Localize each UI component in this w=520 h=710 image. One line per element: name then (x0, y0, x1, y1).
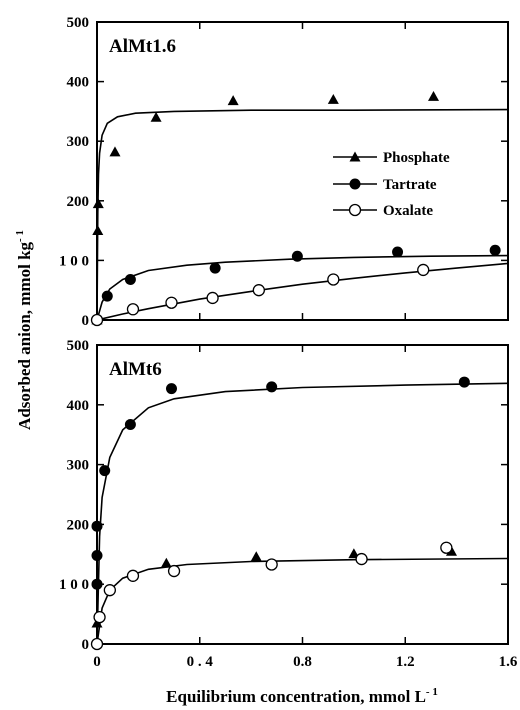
y-tick-label: 1 0 0 (59, 253, 89, 269)
point-oxalate (90, 637, 104, 651)
point-oxalate (206, 291, 219, 305)
fit-line-tartrate (97, 382, 508, 644)
point-tartrate (165, 383, 177, 395)
x-tick-label: 0.8 (293, 654, 312, 670)
y-tick-label: 0 (82, 637, 90, 653)
x-axis-label-exponent: - 1 (426, 686, 438, 698)
point-tartrate (209, 262, 221, 274)
x-tick-label: 0 . 4 (187, 654, 214, 670)
point-tartrate (124, 419, 136, 431)
point-tartrate (392, 246, 404, 258)
legend: Phosphate Tartrate Oxalate (333, 150, 450, 219)
point-oxalate (440, 541, 453, 554)
y-tick-label: 200 (67, 194, 90, 210)
point-phosphate (327, 93, 339, 104)
point-tartrate (124, 273, 136, 285)
panel-title-top: AlMt1.6 (109, 36, 176, 57)
point-tartrate (489, 244, 501, 256)
point-oxalate (93, 610, 106, 624)
point-oxalate (90, 313, 104, 327)
point-oxalate (165, 296, 178, 309)
point-tartrate (101, 290, 113, 302)
y-tick-label: 400 (67, 398, 90, 414)
legend-marker-oxalate (348, 203, 362, 217)
fit-line-phosphate (97, 557, 508, 644)
point-tartrate (266, 381, 278, 393)
point-phosphate (160, 557, 172, 568)
x-tick-label: 1.2 (396, 654, 415, 670)
point-oxalate (126, 303, 140, 316)
y-tick-label: 200 (67, 517, 90, 533)
point-oxalate (417, 263, 430, 277)
point-tartrate (91, 549, 103, 561)
point-tartrate (99, 465, 111, 477)
point-oxalate (167, 564, 181, 578)
y-axis-label: Adsorbed anion, mmol kg- 1 (14, 230, 34, 430)
point-oxalate (103, 584, 116, 597)
x-axis-label-text: Equilibrium concentration, mmol L (166, 687, 426, 706)
y-axis-label-text: Adsorbed anion, mmol kg (15, 241, 34, 429)
y-tick-label: 500 (67, 338, 90, 354)
x-axis-label: Equilibrium concentration, mmol L- 1 (166, 686, 438, 706)
x-tick-label: 1.6 (499, 654, 518, 670)
y-tick-label: 0 (82, 313, 90, 329)
point-phosphate (428, 91, 440, 101)
point-tartrate (291, 250, 303, 262)
point-oxalate (355, 552, 368, 566)
y-tick-label: 500 (67, 15, 90, 31)
point-phosphate (250, 551, 262, 562)
point-oxalate (265, 558, 278, 571)
point-phosphate (92, 198, 104, 209)
point-tartrate (91, 520, 103, 532)
panel-title-bottom: AlMt6 (109, 359, 162, 380)
legend-marker-tartrate (349, 178, 361, 190)
point-oxalate (252, 284, 265, 297)
chart-marks: 0 1 0 0 200 300 400 500 0 1 0 0 200 300 400 500 0 0 .… (59, 15, 518, 670)
point-tartrate (458, 376, 470, 388)
legend-label-oxalate: Oxalate (383, 203, 433, 219)
point-tartrate (91, 578, 103, 590)
point-phosphate (92, 225, 104, 235)
point-oxalate (327, 273, 340, 286)
x-tick-label: 0 (93, 654, 101, 670)
point-oxalate (126, 569, 140, 582)
legend-marker-phosphate (349, 151, 361, 162)
legend-label-tartrate: Tartrate (383, 177, 437, 193)
legend-label-phosphate: Phosphate (383, 150, 450, 166)
y-tick-label: 300 (67, 134, 90, 150)
point-phosphate (109, 146, 121, 157)
y-tick-label: 400 (67, 75, 90, 91)
y-tick-label: 1 0 0 (59, 577, 89, 593)
y-tick-label: 300 (67, 458, 90, 474)
fit-line-phosphate (97, 108, 508, 320)
y-axis-label-exponent: - 1 (14, 230, 26, 242)
point-phosphate (150, 111, 162, 122)
point-phosphate (227, 95, 239, 106)
